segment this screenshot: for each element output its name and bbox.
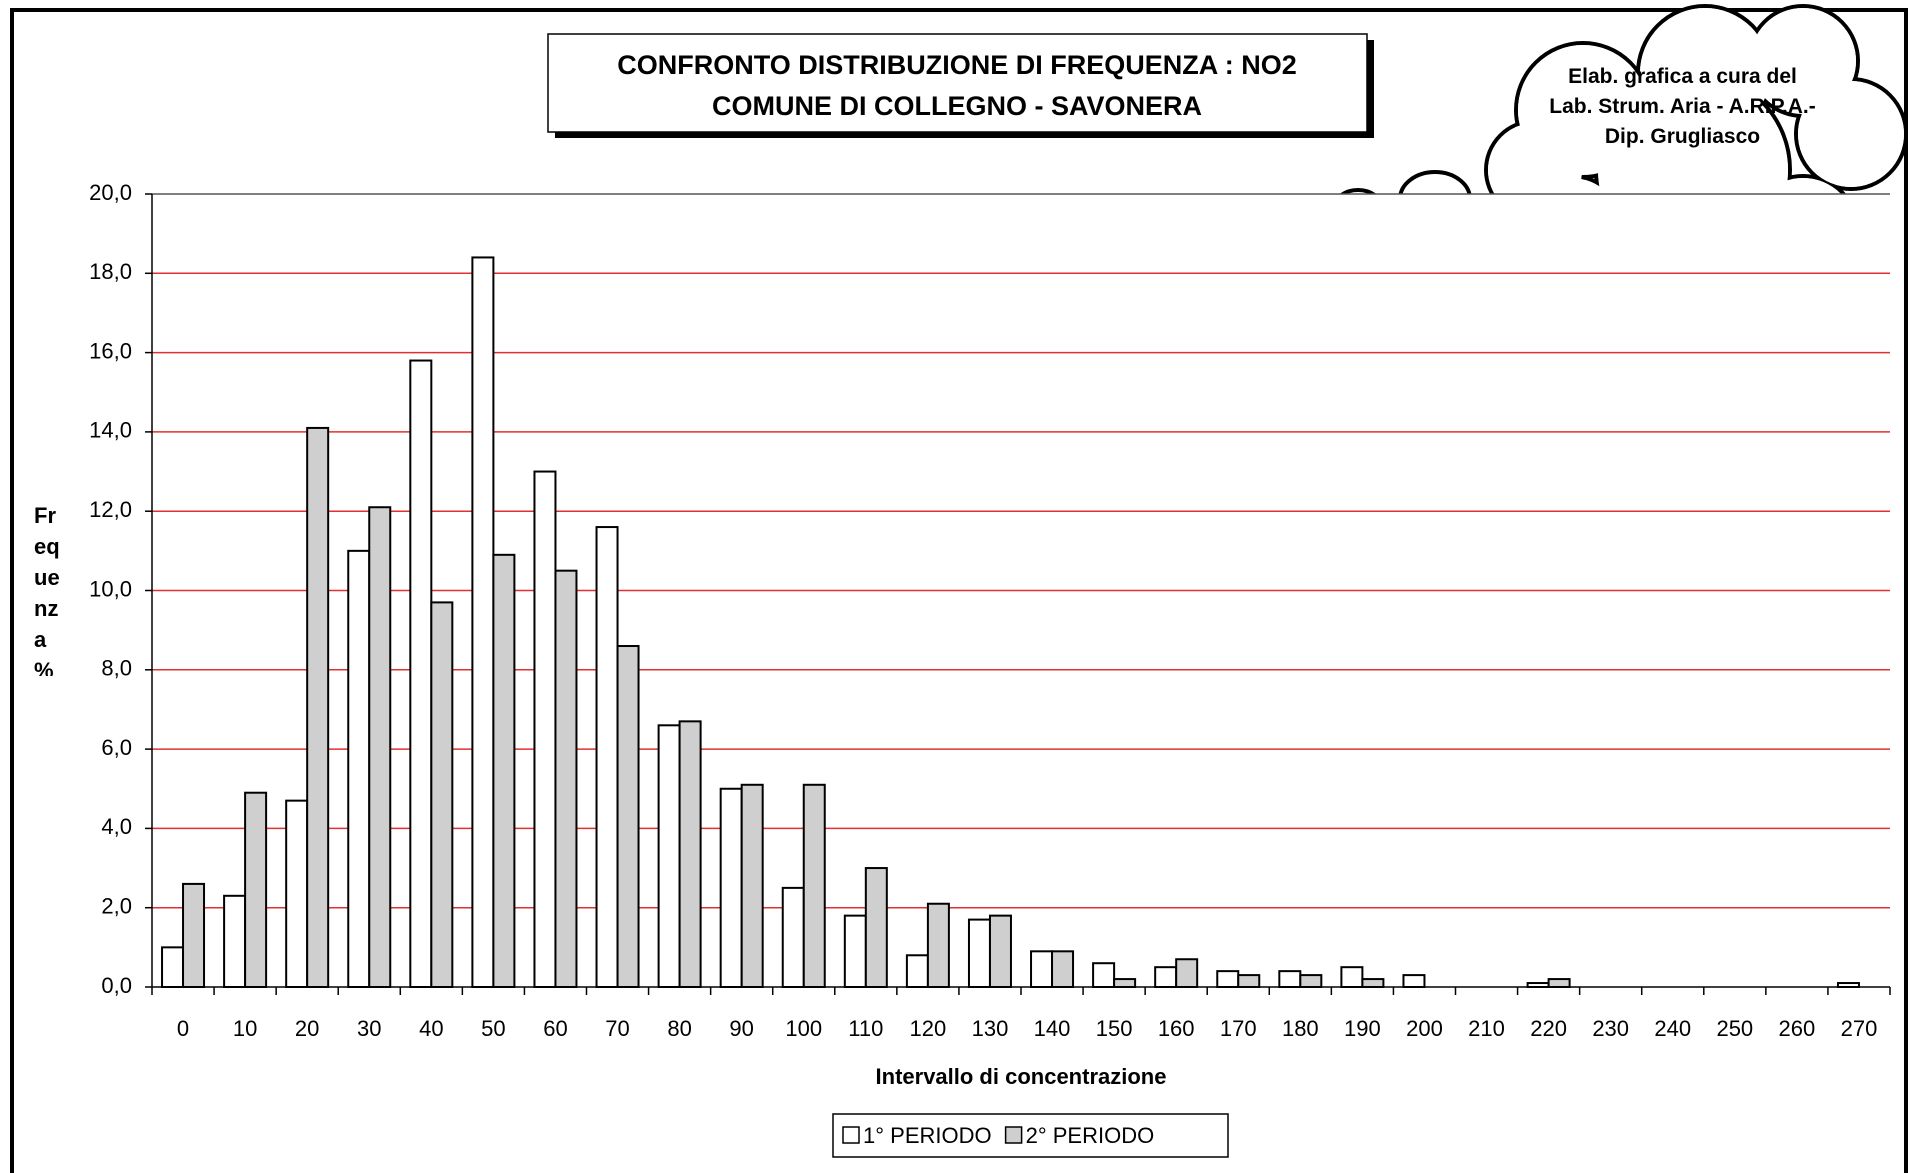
bar bbox=[1340, 966, 1364, 988]
bar bbox=[182, 882, 206, 988]
y-tick-label: 2,0 bbox=[101, 894, 132, 919]
x-tick-label: 250 bbox=[1716, 1016, 1753, 1041]
bar bbox=[1051, 950, 1075, 989]
bar bbox=[285, 799, 309, 989]
bar bbox=[678, 720, 702, 988]
x-tick-label: 210 bbox=[1468, 1016, 1505, 1041]
bar bbox=[1175, 958, 1199, 988]
x-tick-label: 130 bbox=[972, 1016, 1009, 1041]
bar bbox=[1113, 978, 1137, 989]
x-tick-label: 240 bbox=[1654, 1016, 1691, 1041]
x-axis-label: Intervallo di concentrazione bbox=[876, 1064, 1167, 1089]
legend-box bbox=[832, 1113, 1229, 1158]
bar bbox=[533, 470, 557, 988]
x-tick-label: 80 bbox=[667, 1016, 691, 1041]
bar bbox=[1547, 978, 1571, 989]
bar bbox=[595, 526, 619, 988]
bar bbox=[409, 359, 433, 988]
bar bbox=[1216, 970, 1240, 989]
bar bbox=[1030, 950, 1054, 989]
bar bbox=[1278, 970, 1302, 989]
bar bbox=[988, 914, 1012, 989]
x-tick-label: 150 bbox=[1096, 1016, 1133, 1041]
bar bbox=[967, 918, 991, 988]
bar bbox=[1402, 974, 1426, 988]
bar bbox=[471, 256, 495, 988]
bar bbox=[740, 783, 764, 988]
x-tick-label: 180 bbox=[1282, 1016, 1319, 1041]
bar bbox=[719, 787, 743, 988]
x-tick-label: 90 bbox=[729, 1016, 753, 1041]
y-tick-label: 4,0 bbox=[101, 814, 132, 839]
legend-swatch bbox=[842, 1126, 860, 1144]
bar bbox=[843, 914, 867, 989]
x-tick-label: 270 bbox=[1841, 1016, 1878, 1041]
y-tick-label: 18,0 bbox=[89, 259, 132, 284]
y-tick-label: 8,0 bbox=[101, 656, 132, 681]
x-tick-label: 60 bbox=[543, 1016, 567, 1041]
bar bbox=[781, 886, 805, 988]
bar bbox=[492, 553, 516, 988]
bar bbox=[1836, 982, 1860, 988]
x-tick-label: 50 bbox=[481, 1016, 505, 1041]
y-axis-label: Frequenza % bbox=[34, 503, 60, 676]
legend-label: 2° PERIODO bbox=[1026, 1123, 1155, 1148]
y-tick-label: 0,0 bbox=[101, 973, 132, 998]
title-box bbox=[547, 33, 1368, 133]
x-tick-label: 230 bbox=[1592, 1016, 1629, 1041]
frame bbox=[10, 8, 1908, 1173]
bar bbox=[1299, 974, 1323, 988]
x-tick-label: 160 bbox=[1158, 1016, 1195, 1041]
y-tick-label: 10,0 bbox=[89, 576, 132, 601]
bar bbox=[306, 426, 330, 988]
y-tick-label: 14,0 bbox=[89, 418, 132, 443]
y-tick-label: 20,0 bbox=[89, 180, 132, 205]
x-tick-label: 0 bbox=[177, 1016, 189, 1041]
bar bbox=[244, 791, 268, 989]
y-tick-label: 6,0 bbox=[101, 735, 132, 760]
bar bbox=[905, 954, 929, 989]
legend-swatch bbox=[1004, 1126, 1023, 1144]
bar bbox=[161, 946, 185, 988]
chart-title: CONFRONTO DISTRIBUZIONE DI FREQUENZA : N… bbox=[617, 50, 1297, 80]
x-tick-label: 110 bbox=[848, 1016, 883, 1041]
x-tick-label: 120 bbox=[910, 1016, 947, 1041]
bar bbox=[430, 601, 454, 989]
bar bbox=[1092, 962, 1116, 989]
bar bbox=[802, 783, 826, 988]
chart-subtitle: COMUNE DI COLLEGNO - SAVONERA bbox=[712, 91, 1202, 121]
bar bbox=[616, 645, 640, 988]
x-tick-label: 40 bbox=[419, 1016, 443, 1041]
bar bbox=[223, 894, 247, 988]
y-tick-label: 16,0 bbox=[89, 338, 132, 363]
bar bbox=[864, 867, 888, 988]
x-tick-label: 220 bbox=[1530, 1016, 1567, 1041]
bar bbox=[1237, 974, 1261, 988]
bar bbox=[554, 569, 578, 988]
x-tick-label: 20 bbox=[295, 1016, 319, 1041]
bar bbox=[926, 902, 950, 988]
x-tick-label: 260 bbox=[1779, 1016, 1816, 1041]
x-tick-label: 70 bbox=[605, 1016, 629, 1041]
x-tick-label: 190 bbox=[1344, 1016, 1381, 1041]
bar bbox=[1154, 966, 1178, 988]
x-tick-label: 200 bbox=[1406, 1016, 1443, 1041]
bar bbox=[657, 724, 681, 988]
y-tick-label: 12,0 bbox=[89, 497, 132, 522]
bar bbox=[1526, 982, 1550, 988]
x-tick-label: 140 bbox=[1034, 1016, 1071, 1041]
x-tick-label: 100 bbox=[785, 1016, 822, 1041]
x-tick-label: 30 bbox=[357, 1016, 381, 1041]
x-tick-label: 170 bbox=[1220, 1016, 1257, 1041]
legend-label: 1° PERIODO bbox=[863, 1123, 992, 1148]
bar bbox=[347, 549, 371, 988]
bar bbox=[1361, 978, 1385, 989]
annotation: Elab. grafica a cura del Lab. Strum. Ari… bbox=[1549, 65, 1816, 148]
bar bbox=[368, 506, 392, 988]
x-tick-label: 10 bbox=[233, 1016, 257, 1041]
